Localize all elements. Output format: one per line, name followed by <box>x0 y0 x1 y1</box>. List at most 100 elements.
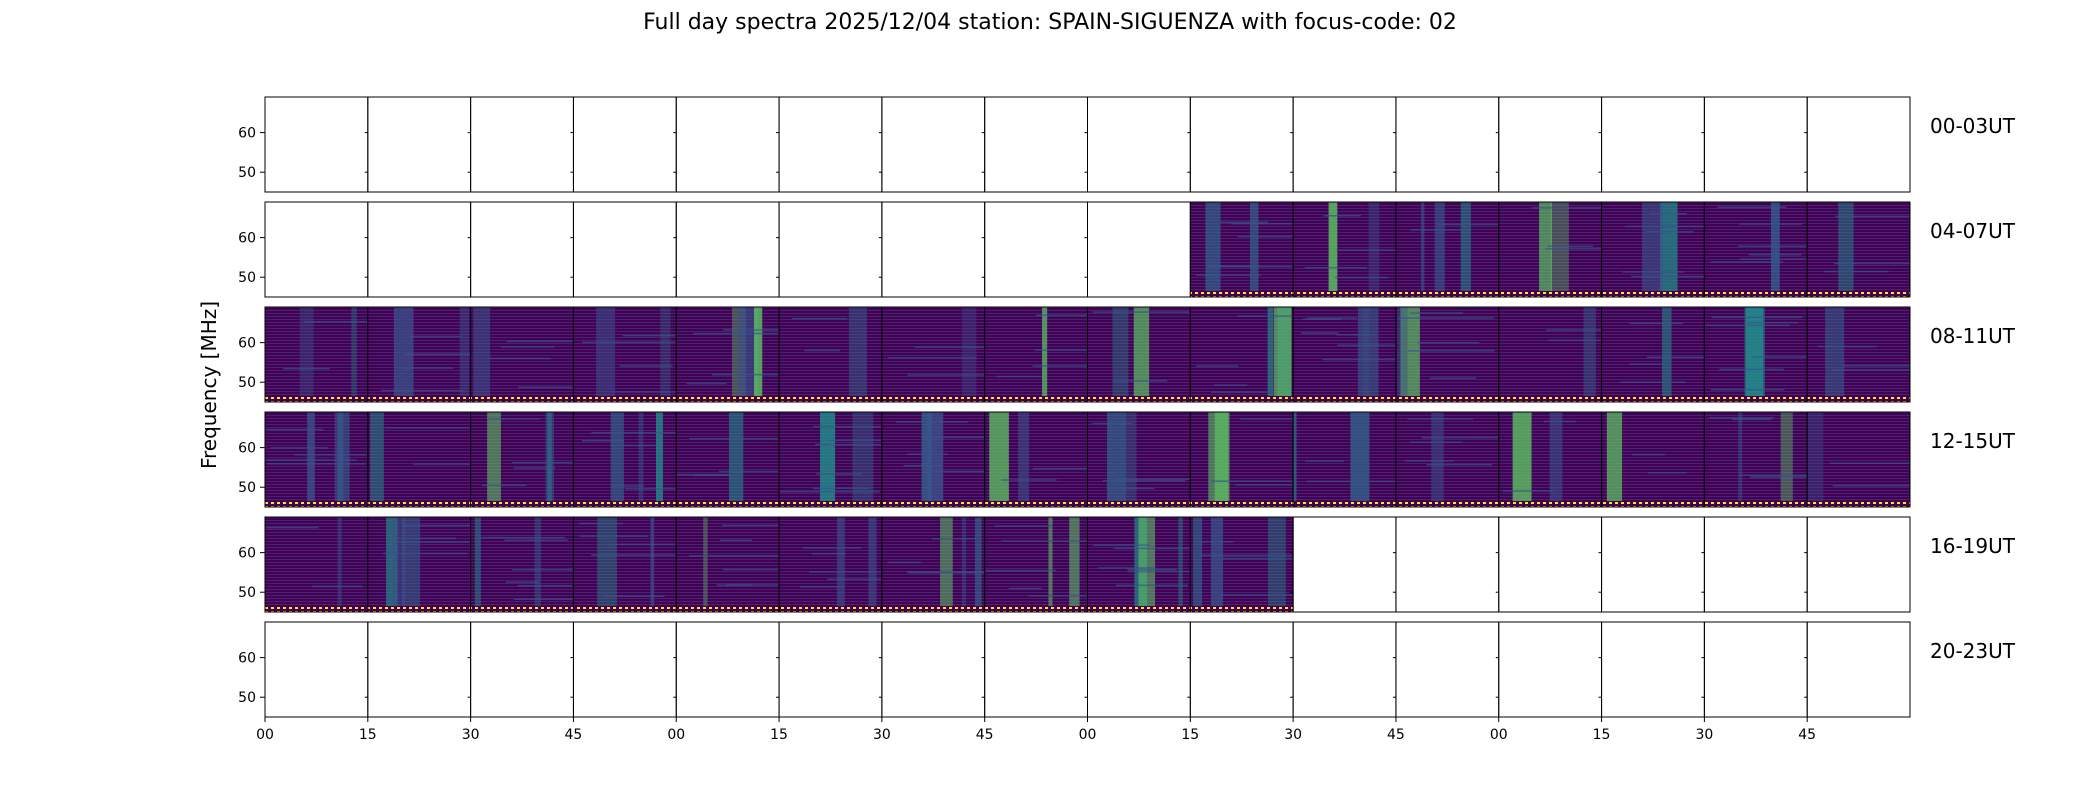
panel-frame <box>1703 96 1808 193</box>
spectrum-band <box>597 517 617 606</box>
panel-frame <box>1189 96 1294 193</box>
row-label: 00-03UT <box>1930 114 2016 138</box>
spectrum-line <box>1548 339 1601 342</box>
spectrum-line <box>815 443 882 446</box>
spectrum-band <box>848 307 867 396</box>
spectrum-band <box>961 517 967 606</box>
spectrum-line <box>591 431 677 434</box>
spectrum-band <box>1662 307 1672 396</box>
calibration-strip <box>1087 607 1191 612</box>
calibration-strip <box>367 607 471 612</box>
empty-panel <box>1495 621 1603 718</box>
spectrum-line <box>996 375 1042 378</box>
spectrum-band <box>1825 307 1845 396</box>
spectrum-line <box>1835 215 1910 218</box>
spectrum-line <box>380 389 465 392</box>
spectrum-line <box>1211 480 1294 482</box>
spectrum-panel <box>881 306 986 403</box>
spectrum-panel <box>1703 201 1808 298</box>
spectrum-band <box>1350 412 1370 501</box>
spectrum-band <box>610 412 624 501</box>
spectrum-line <box>506 340 574 343</box>
spectrum-band <box>1133 307 1150 396</box>
x-tick-label: 45 <box>1798 727 1816 743</box>
spectrum-band <box>1431 412 1444 501</box>
spectrum-band <box>1208 412 1229 501</box>
spectrum-line <box>1106 487 1155 490</box>
spectrum-panel <box>1806 411 1911 508</box>
spectrum-band <box>1838 202 1854 291</box>
spectrum-line <box>1028 594 1088 597</box>
spectrum-band <box>1178 517 1183 606</box>
spectrum-line <box>887 357 977 359</box>
empty-panel <box>264 201 369 298</box>
spectrum-line <box>1502 490 1554 492</box>
spectrum-background <box>1807 307 1910 402</box>
spectrum-line <box>1092 311 1191 313</box>
spectrum-line <box>622 334 677 337</box>
spectrum-panel <box>881 411 986 508</box>
spectrum-line <box>1214 384 1248 386</box>
spectrum-line <box>1409 312 1464 314</box>
spectrum-band <box>299 307 314 396</box>
spectrum-band <box>650 517 655 606</box>
spectrum-line <box>1035 314 1088 317</box>
spectrum-line <box>1739 258 1808 260</box>
panel-frame <box>470 201 574 298</box>
calibration-strip <box>779 397 882 402</box>
calibration-strip <box>1807 397 1910 402</box>
empty-panel <box>981 96 1088 193</box>
spectrum-panel <box>470 411 574 508</box>
empty-panel <box>1804 516 1911 613</box>
spectrum-band <box>1205 202 1221 291</box>
spectrum-line <box>579 522 624 525</box>
spectrum-line <box>914 346 985 348</box>
spectrum-line <box>995 525 1053 527</box>
spectrum-band <box>547 412 552 501</box>
spectrum-line <box>1543 420 1576 423</box>
spectrum-band <box>1018 412 1030 501</box>
spectrum-line <box>405 353 471 355</box>
spectrum-background <box>1704 412 1808 507</box>
row-08-11UT: 50 60 08-11UT <box>238 306 2016 403</box>
panel-frame <box>1395 96 1500 193</box>
spectrum-line <box>582 341 677 344</box>
spectrum-line <box>1738 245 1808 248</box>
spectrum-line <box>294 453 368 456</box>
y-tick-label: 50 <box>238 480 256 496</box>
panel-frame <box>1806 621 1911 718</box>
spectrum-line <box>1091 422 1133 425</box>
empty-panel <box>467 621 574 718</box>
spectrum-band <box>852 412 874 501</box>
panel-frame <box>778 201 883 298</box>
spectrum-band <box>1048 517 1053 606</box>
spectrum-panel <box>881 516 986 613</box>
spectrum-line <box>1622 271 1685 273</box>
spectrum-line <box>1426 463 1493 466</box>
spectrum-band <box>487 412 501 501</box>
calibration-strip <box>1395 397 1499 402</box>
spectrum-band <box>1368 202 1380 291</box>
spectrum-line <box>1008 587 1042 590</box>
x-tick-label: 30 <box>462 727 480 743</box>
spectrum-band <box>459 307 470 396</box>
spectrum-panel <box>572 306 677 403</box>
empty-panel <box>981 201 1088 298</box>
spectrum-line <box>1337 344 1396 347</box>
spectrum-line <box>1817 345 1877 348</box>
panel-frame <box>264 96 369 193</box>
spectrum-band <box>940 517 953 606</box>
spectrum-line <box>1322 358 1396 361</box>
spectrum-background <box>881 517 985 612</box>
spectrum-background <box>1704 202 1808 297</box>
panel-frame <box>572 621 677 718</box>
row-00-03UT: 50 60 00-03UT <box>238 96 2016 193</box>
spectrum-line <box>692 332 780 335</box>
spectrum-background <box>779 307 882 402</box>
panel-frame <box>675 96 780 193</box>
spectrum-line <box>1829 462 1910 464</box>
row-label: 08-11UT <box>1930 324 2016 348</box>
x-tick-label: 00 <box>1490 727 1508 743</box>
spectrum-panel <box>367 411 472 508</box>
spectrum-line <box>304 321 368 323</box>
